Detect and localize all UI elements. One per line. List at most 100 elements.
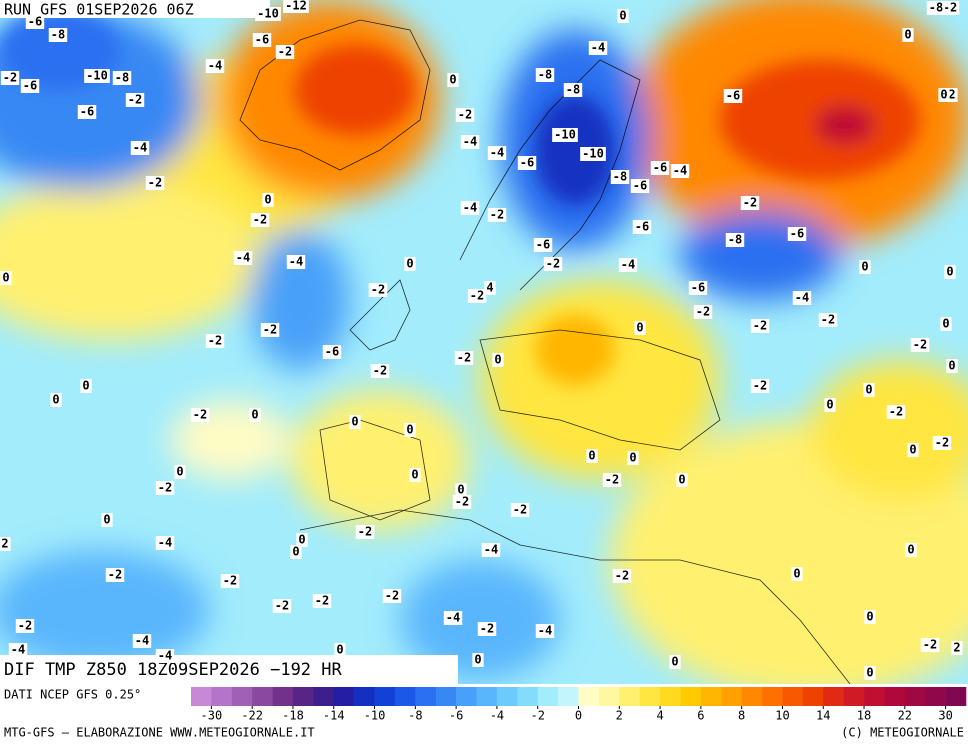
contour-label-box: [627, 451, 639, 465]
legend-tick-label: 10: [775, 709, 789, 723]
contour-label-box: [205, 334, 225, 348]
contour-label-box: [409, 468, 421, 482]
legend-tick-label: 18: [857, 709, 871, 723]
contour-label-box: [155, 649, 175, 663]
contour-label: -2: [208, 334, 222, 348]
contour-label-box: [481, 543, 501, 557]
contour-label-box: [563, 83, 583, 97]
contour-label: -2: [253, 213, 267, 227]
contour-label-box: [249, 408, 261, 422]
contour-label-box: [618, 258, 638, 272]
contour-label: -2: [193, 408, 207, 422]
legend-tick-label: 8: [738, 709, 745, 723]
contour-label: -4: [208, 59, 222, 73]
contour-label-box: [886, 405, 906, 419]
contour-label: -10: [257, 7, 279, 21]
contour-label: -4: [621, 258, 635, 272]
legend-swatch: [660, 687, 681, 706]
legend-tick-label: -6: [449, 709, 463, 723]
contour-label: -4: [463, 135, 477, 149]
contour-label: -4: [236, 251, 250, 265]
contour-label-box: [477, 622, 497, 636]
legend-swatch: [374, 687, 396, 706]
legend-swatch: [598, 687, 620, 706]
legend-swatch: [762, 687, 783, 706]
contour-label: -6: [790, 227, 804, 241]
contour-label-box: [322, 345, 342, 359]
contour-label-box: [543, 257, 563, 271]
contour-label: -4: [484, 543, 498, 557]
contour-label-box: [632, 220, 652, 234]
contour-label: 0: [588, 449, 595, 463]
contour-label-box: [370, 364, 390, 378]
contour-label: 0: [494, 353, 501, 367]
contour-label: -6: [726, 89, 740, 103]
legend-tick-label: 22: [898, 709, 912, 723]
contour-label: -8: [538, 68, 552, 82]
legend-swatch: [945, 687, 967, 706]
legend-swatch: [394, 687, 416, 706]
legend-tick-label: 6: [697, 709, 704, 723]
contour-label: -2: [480, 622, 494, 636]
legend-tick-label: 4: [656, 709, 663, 723]
contour-label-box: [676, 473, 688, 487]
contour-label-box: [454, 351, 474, 365]
contour-label: -4: [673, 164, 687, 178]
contour-label-box: [25, 15, 45, 29]
contour-label-box: [145, 176, 165, 190]
contour-label-box: [382, 589, 402, 603]
contour-label: -4: [158, 649, 172, 663]
contour-label: -2: [148, 176, 162, 190]
contour-label-box: [792, 291, 812, 305]
contour-label: -6: [635, 220, 649, 234]
contour-label: -4: [463, 201, 477, 215]
contour-label-box: [467, 289, 487, 303]
contour-label: 0: [52, 393, 59, 407]
legend-swatch: [496, 687, 518, 706]
contour-label: -2: [315, 594, 329, 608]
color-legend: -30 -22 -18 -14 -10 -8 -6 -4 -2 0 2 4 6 8 10 14 18 22 30: [191, 687, 967, 723]
contour-label-box: [84, 69, 110, 83]
legend-swatch: [782, 687, 804, 706]
contour-label: -2: [513, 503, 527, 517]
contour-label-box: [205, 59, 225, 73]
contour-label-box: [588, 41, 608, 55]
legend-swatch: [843, 687, 865, 706]
contour-label-box: [262, 193, 274, 207]
contour-label: -12: [285, 0, 307, 13]
contour-label-box: [940, 317, 952, 331]
contour-label: -2: [371, 283, 385, 297]
map-title: DIF TMP Z850 18Z09SEP2026 −192 HR: [4, 660, 343, 680]
contour-label-box: [740, 196, 760, 210]
legend-swatch: [578, 687, 600, 706]
contour-label-box: [487, 208, 507, 222]
contour-label-box: [48, 28, 68, 42]
contour-label-box: [650, 161, 670, 175]
contour-label: -2: [275, 599, 289, 613]
contour-label: 0: [103, 513, 110, 527]
legend-swatch: [292, 687, 314, 706]
contour-label: -4: [158, 536, 172, 550]
contour-label: 0: [636, 321, 643, 335]
contour-label: 0: [866, 610, 873, 624]
contour-label-box: [818, 313, 838, 327]
contour-label: 2: [953, 641, 960, 655]
contour-label: -6: [691, 281, 705, 295]
contour-label-box: [484, 281, 496, 295]
contour-label-box: [580, 147, 606, 161]
contour-label-box: [220, 574, 240, 588]
contour-label-box: [404, 423, 416, 437]
contour-label: -8: [728, 233, 742, 247]
contour-label-box: [630, 179, 650, 193]
contour-label: -2: [457, 351, 471, 365]
contour-label: 0: [946, 265, 953, 279]
contour-label-box: [283, 0, 309, 13]
contour-label-box: [174, 465, 186, 479]
contour-label-box: [296, 533, 308, 547]
contour-label: 0: [904, 28, 911, 42]
contour-label: 0: [406, 423, 413, 437]
contour-label: -2: [889, 405, 903, 419]
contour-label: -4: [591, 41, 605, 55]
legend-tick-label: -8: [408, 709, 422, 723]
